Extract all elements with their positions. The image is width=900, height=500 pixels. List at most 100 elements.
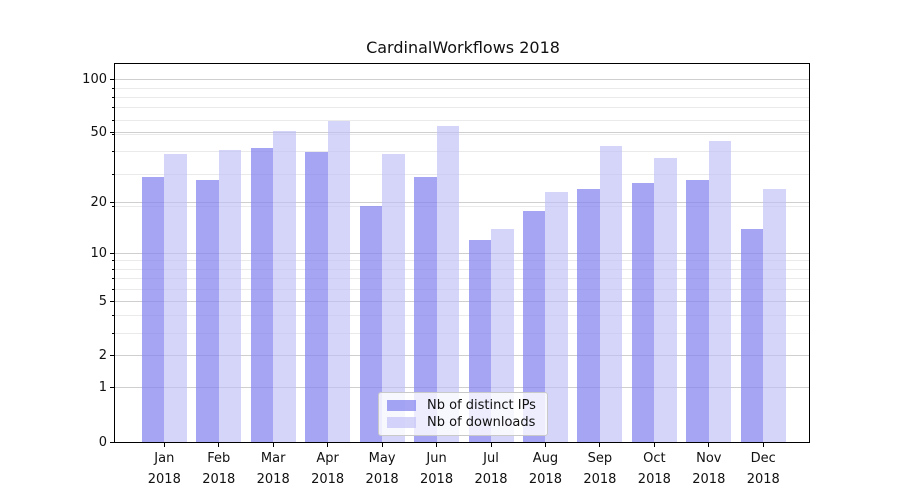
bar-downloads	[327, 121, 351, 442]
bar-distinct-ips	[141, 177, 165, 442]
x-tick-label: Apr 2018	[293, 448, 363, 490]
y-minor-tick-mark	[111, 314, 114, 316]
legend-label-downloads: Nb of downloads	[427, 415, 536, 430]
legend-swatch-downloads	[387, 417, 416, 428]
y-minor-tick-mark	[111, 268, 114, 270]
bar-distinct-ips	[740, 229, 764, 442]
x-tick-mark	[381, 443, 383, 447]
x-tick-year: 2018	[528, 472, 562, 487]
x-tick-year: 2018	[583, 472, 617, 487]
minor-gridline	[115, 96, 809, 98]
x-tick-year: 2018	[202, 472, 236, 487]
legend: Nb of distinct IPs Nb of downloads	[378, 392, 548, 436]
minor-gridline	[115, 205, 809, 207]
x-tick-label: Nov 2018	[674, 448, 744, 490]
x-tick-mark	[436, 443, 438, 447]
y-minor-tick-mark	[111, 174, 114, 176]
x-tick-mark	[653, 443, 655, 447]
bar-downloads	[273, 131, 296, 442]
x-tick-month: Apr	[316, 451, 339, 466]
y-minor-tick-mark	[111, 260, 114, 262]
x-tick-mark	[708, 443, 710, 447]
y-tick-label: 10	[90, 245, 107, 261]
bar-distinct-ips	[250, 148, 274, 442]
y-tick-label: 2	[98, 348, 107, 364]
minor-gridline	[115, 278, 809, 280]
x-tick-label: Dec 2018	[728, 448, 798, 490]
x-tick-year: 2018	[692, 472, 726, 487]
x-tick-month: Jul	[483, 451, 499, 466]
bar-downloads	[545, 192, 568, 442]
x-tick-mark	[163, 443, 165, 447]
major-gridline	[115, 387, 809, 388]
y-tick-mark	[110, 387, 114, 388]
major-gridline	[115, 202, 809, 204]
major-gridline	[115, 355, 809, 357]
minor-gridline	[115, 314, 809, 316]
x-tick-year: 2018	[256, 472, 290, 487]
y-tick-label: 1	[98, 380, 107, 395]
x-tick-label: Jul 2018	[456, 448, 526, 490]
x-tick-year: 2018	[746, 472, 780, 487]
major-gridline	[115, 252, 809, 254]
minor-gridline	[115, 87, 809, 89]
minor-gridline	[115, 260, 809, 262]
x-tick-mark	[218, 443, 220, 447]
y-minor-tick-mark	[111, 87, 114, 89]
x-tick-year: 2018	[311, 472, 345, 487]
bar-downloads	[382, 153, 405, 442]
bar-distinct-ips	[631, 182, 655, 442]
plot-area	[114, 63, 810, 443]
minor-gridline	[115, 133, 809, 135]
x-tick-month: Dec	[750, 451, 776, 466]
x-tick-mark	[762, 443, 764, 447]
y-minor-tick-mark	[111, 332, 114, 334]
x-tick-label: Oct 2018	[619, 448, 689, 490]
x-tick-label: Aug 2018	[510, 448, 580, 490]
x-tick-label: Feb 2018	[184, 448, 254, 490]
bar-downloads	[763, 188, 786, 442]
major-gridline	[115, 132, 809, 134]
x-tick-label: Sep 2018	[565, 448, 635, 490]
legend-label-distinct-ips: Nb of distinct IPs	[427, 398, 536, 413]
bar-distinct-ips	[305, 152, 328, 442]
y-minor-tick-mark	[111, 205, 114, 207]
y-tick-label: 0	[98, 434, 107, 450]
y-tick-mark	[110, 132, 114, 134]
y-tick-mark	[110, 355, 114, 357]
y-tick-mark	[110, 300, 114, 302]
y-minor-tick-mark	[111, 107, 114, 109]
bar-downloads	[599, 146, 623, 442]
bar-downloads	[708, 141, 732, 442]
x-tick-month: Mar	[260, 451, 286, 466]
chart-title: CardinalWorkflows 2018	[366, 38, 560, 57]
y-tick-mark	[110, 252, 114, 254]
x-tick-month: Feb	[207, 451, 231, 466]
minor-gridline	[115, 332, 809, 334]
x-tick-label: Jan 2018	[129, 448, 199, 490]
x-tick-month: Aug	[532, 451, 559, 466]
y-minor-tick-mark	[111, 133, 114, 135]
x-tick-year: 2018	[365, 472, 399, 487]
x-tick-label: Mar 2018	[238, 448, 308, 490]
x-tick-mark	[544, 443, 546, 447]
major-gridline	[115, 78, 809, 80]
x-tick-mark	[490, 443, 492, 447]
y-minor-tick-mark	[111, 151, 114, 153]
x-tick-label: Jun 2018	[402, 448, 472, 490]
x-tick-mark	[327, 443, 329, 447]
x-tick-mark	[599, 443, 601, 447]
x-tick-month: Oct	[643, 451, 666, 466]
legend-swatch-distinct-ips	[387, 400, 416, 411]
minor-gridline	[115, 288, 809, 290]
x-tick-month: Jun	[426, 451, 447, 466]
x-tick-month: May	[368, 451, 396, 466]
y-tick-mark	[110, 202, 114, 204]
y-tick-label: 20	[90, 195, 107, 211]
x-tick-month: Jan	[154, 451, 175, 466]
y-minor-tick-mark	[111, 278, 114, 280]
x-tick-year: 2018	[420, 472, 454, 487]
y-tick-label: 50	[90, 125, 107, 141]
major-gridline	[115, 300, 809, 302]
